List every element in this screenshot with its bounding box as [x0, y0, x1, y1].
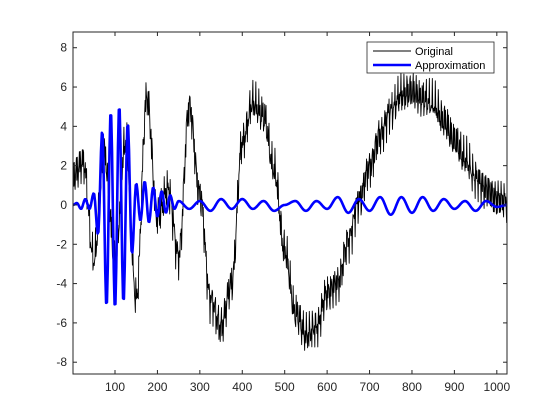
x-tick-label: 300 [190, 380, 210, 394]
x-tick-label: 100 [105, 380, 125, 394]
axes-layer: 100 200 300 400 500 600 700 800 900 1000 -8 -6 -4 -2 0… [56, 31, 510, 394]
x-tick-label: 500 [275, 380, 295, 394]
y-tick-label: 6 [60, 80, 67, 94]
legend: Original Approximation [366, 41, 495, 74]
y-tick-label: -8 [56, 355, 67, 369]
y-tick-label: 4 [60, 119, 67, 133]
y-tick-label: -6 [56, 316, 67, 330]
series-layer [73, 72, 507, 351]
x-tick-label: 1000 [483, 380, 510, 394]
x-tick-label: 900 [444, 380, 464, 394]
legend-label-approximation: Approximation [415, 60, 485, 72]
x-tick-label: 200 [147, 380, 167, 394]
y-tick-label: 2 [60, 159, 67, 173]
series-line-approximation [73, 108, 507, 306]
series-line-original [73, 72, 507, 351]
y-tick-label: 0 [60, 198, 67, 212]
x-tick-label: 400 [232, 380, 252, 394]
legend-label-original: Original [415, 46, 453, 58]
y-tick-label: 8 [60, 41, 67, 55]
x-tick-label: 600 [317, 380, 337, 394]
y-tick-label: -4 [56, 277, 67, 291]
legend-box [366, 41, 495, 74]
x-tick-label: 800 [402, 380, 422, 394]
x-tick-label: 700 [360, 380, 380, 394]
y-tick-label: -2 [56, 237, 67, 251]
axes-box [72, 31, 508, 375]
